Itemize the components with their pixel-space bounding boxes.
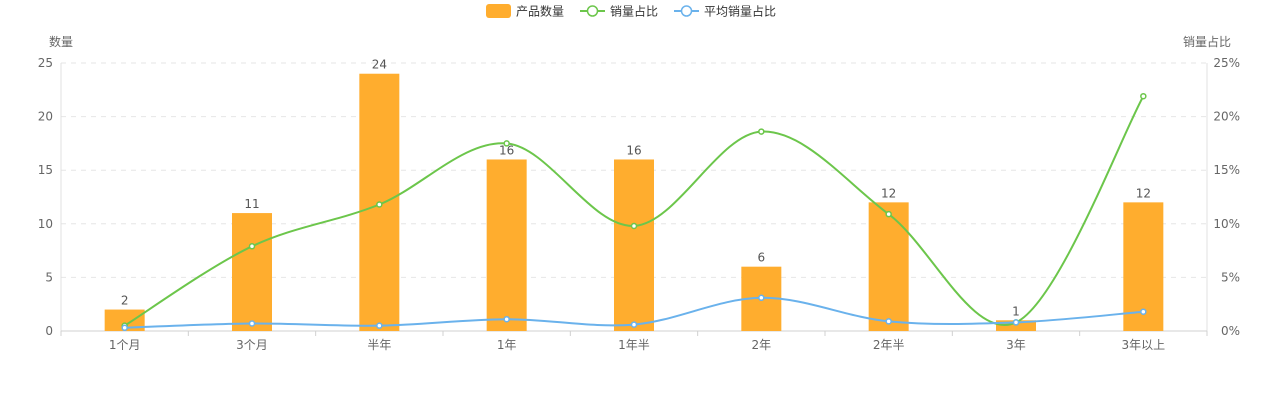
y-axis-left-title: 数量 <box>49 34 73 49</box>
bar-value-label: 24 <box>372 58 387 72</box>
y-axis-right-title: 销量占比 <box>1183 34 1231 49</box>
bar-value-label: 1 <box>1012 304 1020 318</box>
legend-bar-swatch <box>486 4 511 18</box>
line-series <box>121 92 1147 332</box>
bar[interactable] <box>486 159 527 331</box>
line-point[interactable] <box>1140 308 1147 315</box>
y-left-tick-label: 20 <box>38 110 53 124</box>
legend[interactable]: 产品数量 销量占比 平均销量占比 <box>486 4 776 19</box>
legend-label: 产品数量 <box>516 4 564 19</box>
legend-marker <box>680 5 693 17</box>
legend-marker <box>586 5 599 17</box>
y-left-tick-label: 10 <box>38 217 53 231</box>
x-tick-label: 半年 <box>367 338 391 352</box>
legend-item[interactable]: 销量占比 <box>580 4 658 19</box>
line-point[interactable] <box>758 128 765 135</box>
bar-value-label: 2 <box>121 294 129 308</box>
line-point[interactable] <box>758 294 765 302</box>
bar-value-label: 11 <box>244 197 259 211</box>
x-tick-label: 1个月 <box>109 338 141 352</box>
line-point[interactable] <box>885 210 892 218</box>
data-labels: 2 11 24 16 16 6 12 1 12 <box>121 58 1151 319</box>
y-right-tick-label: 15% <box>1213 163 1240 177</box>
x-tick-label: 3个月 <box>236 338 268 352</box>
y-left-tick-label: 25 <box>38 56 53 70</box>
bar[interactable] <box>868 202 909 331</box>
x-tick-label: 2年 <box>752 338 772 352</box>
bar-value-label: 12 <box>881 186 896 200</box>
line-point[interactable] <box>121 324 128 332</box>
x-tick-label: 2年半 <box>873 338 905 352</box>
line-point[interactable] <box>376 322 383 329</box>
axes: 0 0% 5 5% 10 10% 15 15% 20 20% 25 25% 1个月 3个月 半年 1年 1年半 2… <box>38 56 1240 352</box>
bar-value-label: 16 <box>499 143 514 157</box>
y-right-tick-label: 10% <box>1213 217 1240 231</box>
x-tick-label: 3年以上 <box>1122 338 1166 352</box>
x-tick-label: 1年 <box>497 338 517 352</box>
legend-item[interactable]: 产品数量 <box>486 4 564 19</box>
x-tick-label: 3年 <box>1006 338 1026 352</box>
line-point[interactable] <box>376 201 383 208</box>
bar-value-label: 16 <box>626 143 641 157</box>
y-right-tick-label: 20% <box>1213 110 1240 124</box>
y-right-tick-label: 0% <box>1221 324 1240 338</box>
y-right-tick-label: 5% <box>1221 270 1240 284</box>
line-point[interactable] <box>1140 92 1147 100</box>
line-point[interactable] <box>248 320 256 327</box>
line-point[interactable] <box>885 318 892 325</box>
x-tick-label: 1年半 <box>618 338 650 352</box>
series-line-1[interactable] <box>124 95 1145 327</box>
line-point[interactable] <box>630 321 638 328</box>
y-left-tick-label: 5 <box>45 270 53 284</box>
bar[interactable] <box>614 159 654 331</box>
bar[interactable] <box>104 309 145 331</box>
line-point[interactable] <box>503 315 510 323</box>
legend-label: 销量占比 <box>610 4 658 19</box>
line-point[interactable] <box>248 243 256 250</box>
bar[interactable] <box>232 213 272 331</box>
legend-item[interactable]: 平均销量占比 <box>674 4 776 19</box>
y-right-tick-label: 25% <box>1213 56 1240 70</box>
y-left-tick-label: 0 <box>45 324 53 338</box>
y-left-tick-label: 15 <box>38 163 53 177</box>
legend-label: 平均销量占比 <box>704 4 776 19</box>
bar-series <box>104 73 1164 331</box>
bar-value-label: 12 <box>1136 186 1151 200</box>
bar-value-label: 6 <box>758 251 766 265</box>
line-point[interactable] <box>630 222 638 230</box>
line-point[interactable] <box>1012 319 1020 326</box>
line-point[interactable] <box>503 140 510 147</box>
